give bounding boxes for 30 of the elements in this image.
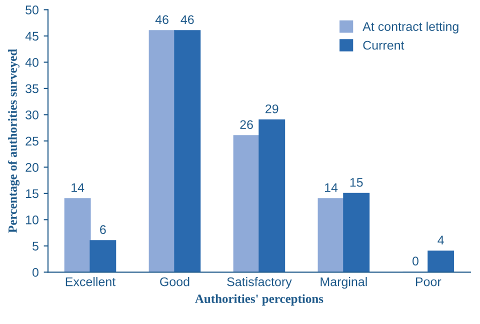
legend-label: At contract letting: [362, 22, 458, 34]
x-tick-label: Excellent: [66, 277, 116, 286]
x-axis-title: Authorities' perceptions: [195, 294, 324, 306]
y-tick-label: 30: [26, 110, 38, 120]
y-tick-label: 0: [32, 268, 38, 277]
data-label: 46: [180, 15, 194, 24]
data-label: 46: [155, 15, 168, 24]
y-tick-label: 15: [26, 189, 38, 198]
y-tick-label: 35: [26, 84, 38, 94]
legend-label: Current: [363, 40, 404, 50]
y-tick-label: 50: [26, 6, 38, 14]
data-label: 29: [266, 104, 278, 114]
y-tick-label: 45: [25, 32, 38, 41]
y-tick-label: 25: [26, 136, 38, 146]
data-label: 26: [240, 120, 253, 130]
x-tick-label: Marginal: [320, 277, 367, 289]
x-tick-label: Good: [160, 277, 190, 286]
y-tick-label: 10: [26, 215, 38, 224]
data-label: 6: [100, 225, 106, 234]
data-label: 14: [72, 183, 84, 192]
x-tick-label: Satisfactory: [227, 277, 292, 289]
data-label: 4: [438, 236, 444, 244]
data-label: 0: [412, 256, 418, 266]
data-label: 15: [350, 178, 363, 187]
data-label: 14: [325, 183, 338, 192]
y-tick-label: 20: [26, 162, 38, 172]
y-tick-label: 5: [32, 242, 38, 251]
y-axis-title: Percentage of authorities surveyed: [8, 49, 20, 233]
x-tick-label: Poor: [416, 277, 442, 286]
y-tick-label: 40: [25, 58, 38, 67]
